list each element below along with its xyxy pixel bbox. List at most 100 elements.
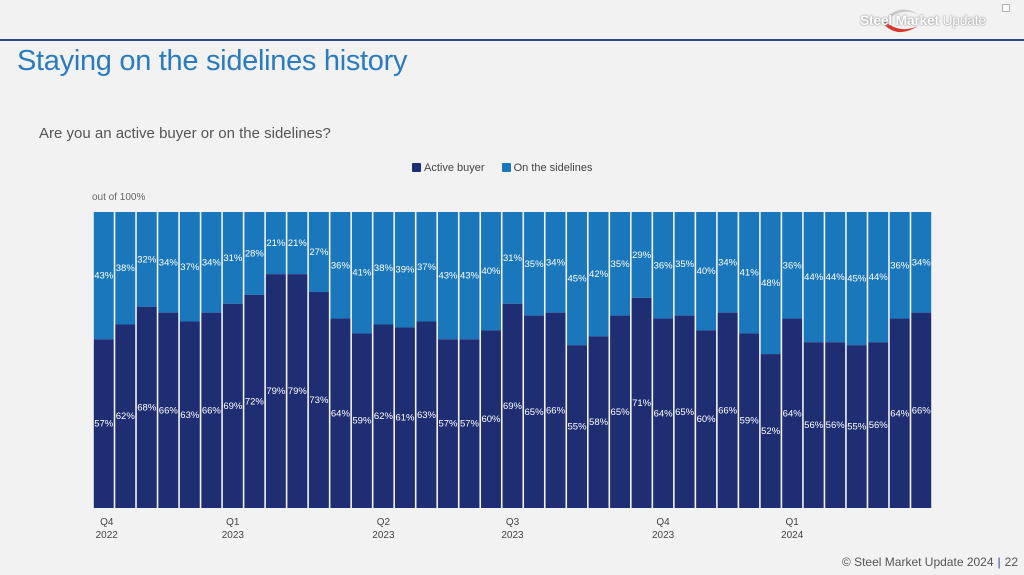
- bar-sidelines-25: [631, 212, 652, 298]
- bar-sidelines-21: [545, 212, 566, 313]
- bar-sidelines-12: [351, 212, 372, 334]
- label-active-20: 65%: [525, 407, 545, 418]
- bar-sidelines-35: [846, 212, 867, 346]
- bar-sidelines-11: [330, 212, 351, 319]
- label-active-26: 64%: [654, 408, 674, 419]
- bar-active-21: [545, 312, 566, 508]
- bar-sidelines-34: [825, 212, 846, 343]
- unit-note: out of 100%: [92, 192, 146, 203]
- bar-sidelines-7: [244, 212, 265, 295]
- x-tick-year-0: 2022: [96, 530, 119, 541]
- bar-active-23: [588, 336, 609, 508]
- label-active-27: 65%: [675, 407, 695, 418]
- label-active-30: 59%: [740, 416, 760, 427]
- x-tick-quarter-4: Q4: [656, 517, 670, 528]
- label-active-2: 68%: [137, 402, 157, 413]
- label-sidelines-4: 37%: [180, 262, 200, 273]
- bar-sidelines-10: [308, 212, 329, 292]
- label-sidelines-31: 48%: [761, 278, 781, 289]
- label-sidelines-5: 34%: [202, 257, 222, 268]
- bar-active-7: [244, 294, 265, 508]
- x-tick-year-3: 2023: [501, 530, 524, 541]
- bar-active-36: [868, 342, 889, 508]
- bar-active-29: [717, 312, 738, 508]
- bar-active-4: [179, 321, 200, 508]
- bar-sidelines-24: [610, 212, 631, 316]
- label-sidelines-18: 40%: [481, 266, 501, 277]
- bar-sidelines-2: [136, 212, 157, 307]
- bar-active-38: [911, 312, 932, 508]
- bar-active-0: [93, 339, 114, 508]
- bar-sidelines-17: [459, 212, 480, 340]
- label-active-25: 71%: [632, 398, 652, 409]
- bar-active-18: [481, 330, 501, 508]
- label-sidelines-2: 32%: [137, 254, 157, 265]
- label-sidelines-0: 43%: [94, 271, 114, 282]
- legend-swatch-active: [412, 163, 421, 172]
- bar-sidelines-16: [438, 212, 458, 340]
- footer-separator: |: [997, 555, 1001, 569]
- label-active-16: 57%: [438, 419, 458, 430]
- legend-label-active: Active buyer: [424, 162, 485, 174]
- label-active-34: 56%: [826, 420, 846, 431]
- label-sidelines-15: 37%: [417, 262, 437, 273]
- label-sidelines-27: 35%: [675, 259, 695, 270]
- label-active-3: 66%: [159, 405, 179, 416]
- bar-active-19: [502, 303, 523, 508]
- label-sidelines-19: 31%: [503, 253, 523, 264]
- label-sidelines-13: 38%: [374, 263, 394, 274]
- label-sidelines-3: 34%: [159, 257, 179, 268]
- legend-swatch-sidelines: [501, 163, 511, 172]
- bar-active-25: [631, 297, 652, 508]
- label-sidelines-9: 21%: [288, 238, 308, 249]
- legend-item-sidelines: On the sidelines: [501, 162, 592, 174]
- label-active-14: 61%: [395, 413, 415, 424]
- bar-active-34: [825, 342, 846, 508]
- label-sidelines-35: 45%: [847, 274, 867, 285]
- label-active-6: 69%: [223, 401, 243, 412]
- label-active-32: 64%: [783, 408, 803, 419]
- x-tick-year-2: 2023: [372, 530, 395, 541]
- label-active-33: 56%: [804, 420, 824, 431]
- bar-sidelines-1: [115, 212, 136, 325]
- bar-sidelines-26: [653, 212, 674, 319]
- label-sidelines-10: 27%: [309, 247, 329, 258]
- label-active-0: 57%: [94, 419, 114, 430]
- label-sidelines-28: 40%: [697, 266, 717, 277]
- label-sidelines-32: 36%: [783, 260, 803, 271]
- bar-active-8: [265, 274, 286, 508]
- label-active-1: 62%: [116, 411, 136, 422]
- label-sidelines-37: 36%: [890, 260, 910, 271]
- bar-active-16: [438, 339, 458, 508]
- bar-sidelines-30: [739, 212, 760, 334]
- bar-active-12: [351, 333, 372, 508]
- x-tick-quarter-2: Q2: [377, 517, 391, 528]
- label-active-5: 66%: [202, 405, 222, 416]
- label-sidelines-8: 21%: [266, 238, 286, 249]
- label-sidelines-16: 43%: [438, 271, 458, 282]
- label-active-36: 56%: [869, 420, 889, 431]
- x-tick-year-4: 2023: [652, 530, 675, 541]
- label-active-18: 60%: [481, 414, 501, 425]
- label-active-23: 58%: [589, 417, 609, 428]
- label-sidelines-12: 41%: [352, 268, 372, 279]
- chart-title: Are you an active buyer or on the sideli…: [39, 125, 331, 142]
- bar-sidelines-15: [416, 212, 437, 322]
- bar-sidelines-28: [696, 212, 717, 331]
- label-sidelines-11: 36%: [331, 260, 351, 271]
- label-sidelines-1: 38%: [116, 263, 136, 274]
- label-sidelines-33: 44%: [804, 272, 824, 283]
- label-active-29: 66%: [718, 405, 738, 416]
- bar-sidelines-0: [93, 212, 114, 340]
- bar-sidelines-19: [502, 212, 523, 304]
- label-sidelines-17: 43%: [460, 271, 480, 282]
- bar-active-13: [373, 324, 394, 508]
- bar-active-30: [739, 333, 760, 508]
- bar-active-33: [803, 342, 824, 508]
- bar-active-2: [136, 306, 157, 508]
- footer-copyright: © Steel Market Update 2024: [841, 555, 994, 569]
- label-sidelines-29: 34%: [718, 257, 738, 268]
- label-active-13: 62%: [374, 411, 394, 422]
- bar-active-11: [330, 318, 351, 508]
- bar-sidelines-22: [567, 212, 587, 346]
